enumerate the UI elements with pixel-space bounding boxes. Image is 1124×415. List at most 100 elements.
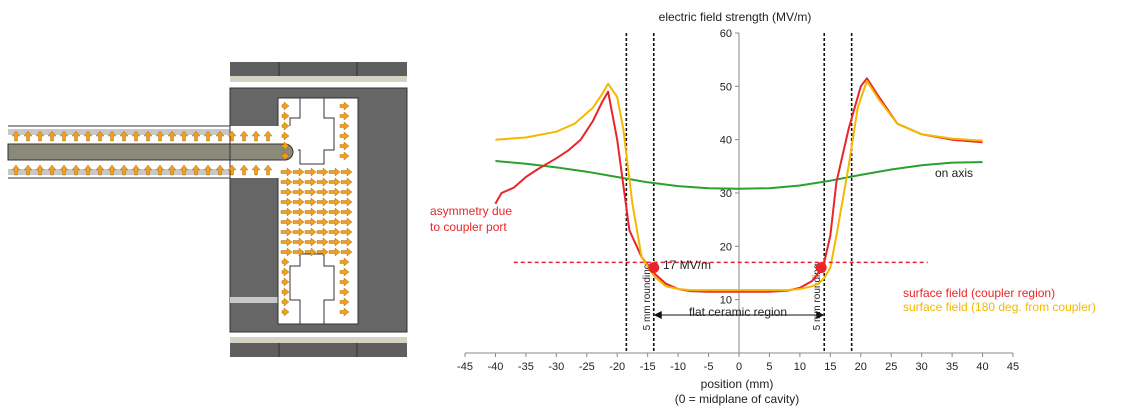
field-arrow [227,130,237,142]
field-arrow [215,164,225,176]
field-arrow [281,111,290,121]
field-arrow [316,187,329,197]
field-arrow [328,187,341,197]
field-arrow [203,164,213,176]
field-arrow [280,207,293,217]
field-arrow [280,187,293,197]
field-arrow [340,237,353,247]
y-tick-label: 60 [720,28,732,40]
y-tick-label: 10 [720,295,732,307]
field-arrow [281,287,290,297]
rounding-label: 5 mm rounding [642,264,653,331]
field-arrow [292,187,305,197]
field-arrow [339,141,350,151]
field-arrow [179,130,189,142]
field-arrow [263,130,273,142]
annotation-on-axis: on axis [935,166,973,180]
field-arrow [316,237,329,247]
field-arrow [281,101,290,111]
field-arrow [304,217,317,227]
field-arrow [339,101,350,111]
field-arrow [281,141,290,151]
x-tick-label: -5 [704,361,714,373]
field-arrow [35,130,45,142]
field-arrow [281,121,290,131]
field-arrow [340,207,353,217]
field-arrow [339,277,350,287]
field-arrow [292,207,305,217]
field-arrow [83,164,93,176]
series-line [495,160,983,190]
field-arrow [119,130,129,142]
annotation-asymmetry-line1: asymmetry due [430,204,512,218]
field-arrow [340,217,353,227]
field-arrow [280,247,293,257]
field-arrow [11,130,21,142]
field-arrow [251,130,261,142]
threshold-marker [815,262,827,274]
x-tick-label: -35 [518,361,534,373]
field-arrow [131,130,141,142]
x-tick-label: -15 [640,361,656,373]
field-arrow [11,164,21,176]
chart-overlay [513,261,928,319]
chart-title: electric field strength (MV/m) [659,10,812,24]
field-arrow [304,237,317,247]
field-arrow [23,164,33,176]
axes: -45 -40 -35 -30 -25 -20 -15 -10 -5 0 5 10 15 20 25 30 35… [457,28,1019,373]
field-arrow [292,247,305,257]
field-arrow [304,197,317,207]
field-arrow [304,187,317,197]
field-arrow [304,227,317,237]
field-arrow [316,167,329,177]
span-arrow-head-left [653,311,662,319]
x-tick-label: 40 [976,361,988,373]
field-arrow [328,237,341,247]
field-arrow [191,164,201,176]
field-arrow [328,207,341,217]
field-arrow [328,177,341,187]
y-tick-label: 30 [720,188,732,200]
field-arrow [316,197,329,207]
x-tick-label: 5 [766,361,772,373]
x-tick-label: 30 [916,361,928,373]
field-arrow [281,131,290,141]
field-arrow [340,247,353,257]
field-arrow [304,177,317,187]
legend-entry-coupler-region: surface field (coupler region) [903,286,1055,300]
field-arrow [131,164,141,176]
reference-line-label: 17 MV/m [663,258,711,272]
field-arrow [339,297,350,307]
field-arrow [155,130,165,142]
field-arrow [281,307,290,317]
field-arrow [119,164,129,176]
coupler-cavity-illustration [7,62,408,357]
field-arrow [47,130,57,142]
annotation-asymmetry-line2: to coupler port [430,220,507,234]
threshold-marker [648,262,660,274]
legend-entry-180-deg: surface field (180 deg. from coupler) [903,300,1096,314]
field-arrow [339,131,350,141]
field-arrow [281,151,290,161]
field-arrow [239,164,249,176]
span-arrow-head-right [816,311,825,319]
field-arrow [95,164,105,176]
field-arrow [316,207,329,217]
field-arrow [35,164,45,176]
field-arrow [155,164,165,176]
x-tick-label: 20 [855,361,867,373]
chart: 5 mm rounding 5 mm rounding -45 -40 -35 -30-… [430,10,1096,406]
field-arrow [316,217,329,227]
field-arrow [339,287,350,297]
field-arrow [71,164,81,176]
field-arrow [328,197,341,207]
field-arrow [292,227,305,237]
field-arrow [143,130,153,142]
field-arrow [292,237,305,247]
x-tick-label: -20 [609,361,625,373]
x-axis-label-note: (0 = midplane of cavity) [675,392,799,406]
field-arrow [251,164,261,176]
field-arrow [316,227,329,237]
field-arrow [71,130,81,142]
